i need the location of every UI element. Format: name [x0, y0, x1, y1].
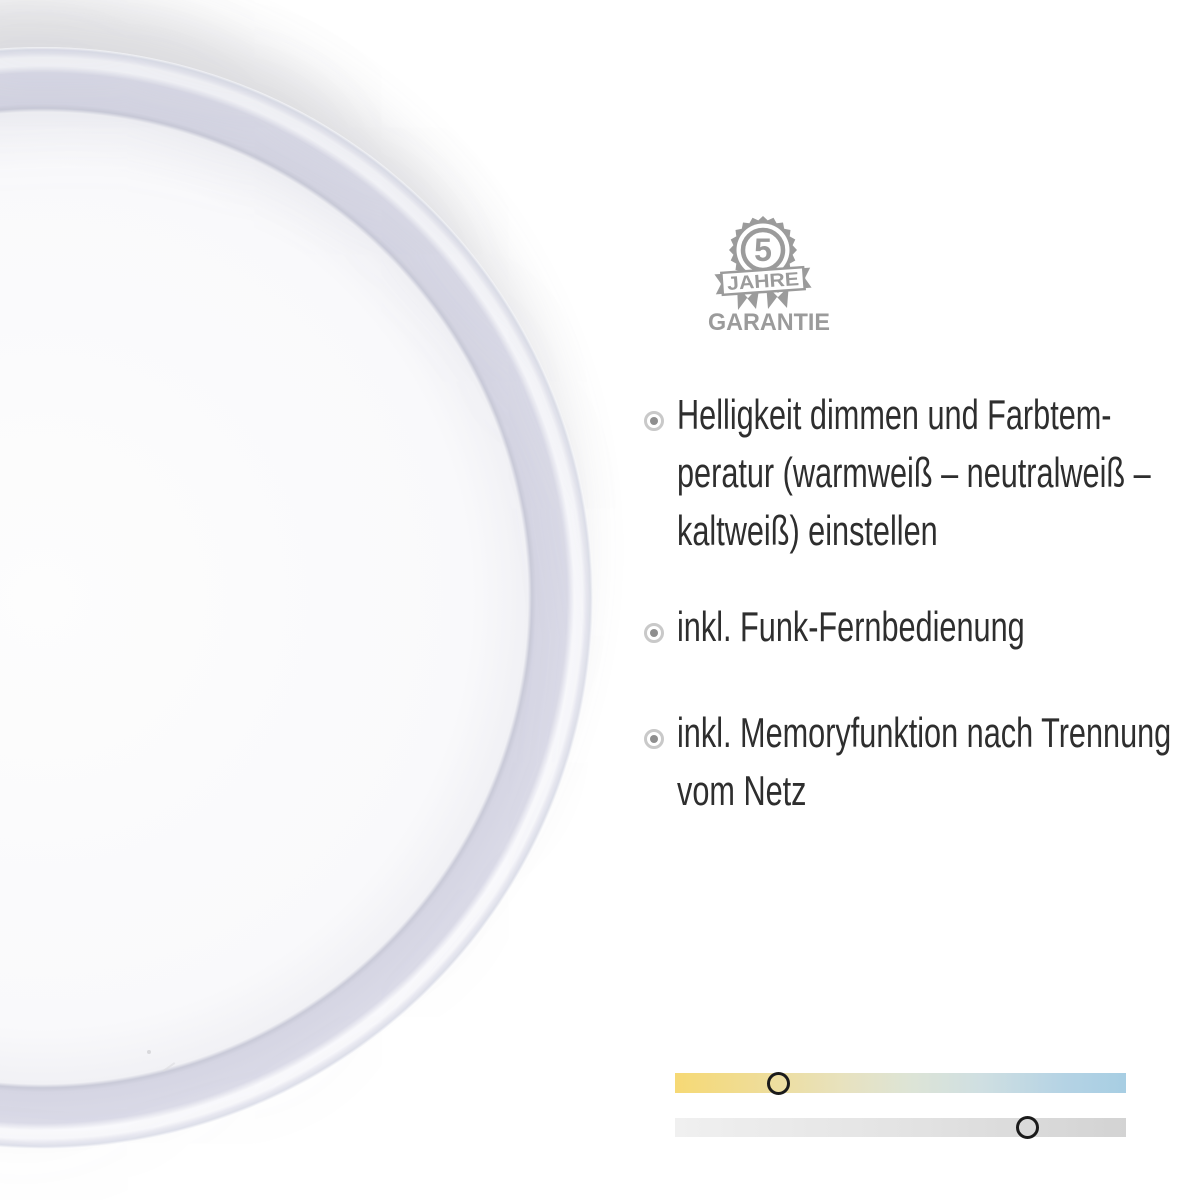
- brightness-slider-handle[interactable]: [1016, 1116, 1039, 1139]
- badge-word: JAHRE: [726, 269, 799, 295]
- warranty-seal-icon: 5 JAHRE GARANTIE: [708, 216, 830, 336]
- feature-item-memory: inkl. Memoryfunktion nach Trennung vom N…: [677, 709, 1172, 814]
- dust-speck: [147, 1050, 151, 1054]
- bullet-dot-icon: [644, 729, 664, 749]
- brightness-slider-track[interactable]: [675, 1118, 1126, 1137]
- bullet-dot-icon: [644, 623, 664, 643]
- ribbon-banner: [719, 265, 807, 297]
- feature-item-dimming: Helligkeit dimmen und Farbtem- peratur (…: [677, 391, 1151, 554]
- badge-label: GARANTIE: [708, 309, 830, 336]
- color-temperature-slider-handle[interactable]: [767, 1072, 790, 1095]
- color-temperature-slider-track[interactable]: [675, 1073, 1126, 1093]
- bullet-inner-dot: [650, 417, 658, 425]
- feature-item-remote: inkl. Funk-Fernbedienung: [677, 603, 1025, 650]
- bullet-inner-dot: [650, 629, 658, 637]
- bullet-dot-icon: [644, 411, 664, 431]
- badge-years: 5: [754, 232, 772, 268]
- bullet-inner-dot: [650, 735, 658, 743]
- ceiling-lamp-photo: [0, 47, 593, 1149]
